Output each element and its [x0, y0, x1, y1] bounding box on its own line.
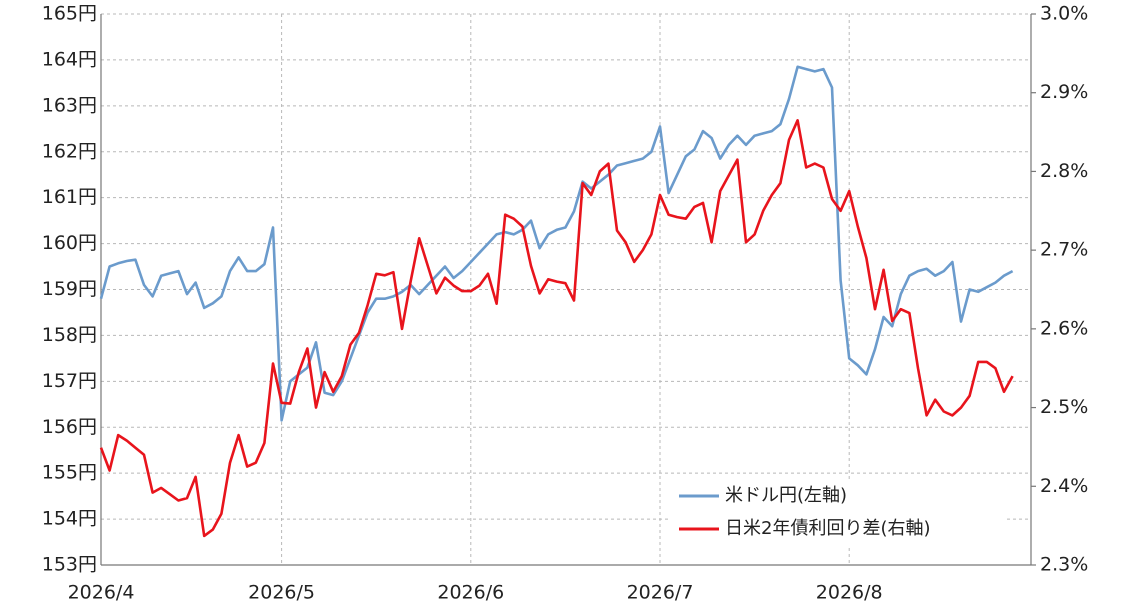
y-tick-label: 164円: [42, 48, 97, 70]
x-tick-label: 2026/6: [437, 582, 504, 604]
y2-tick-label: 2.6%: [1040, 317, 1088, 339]
legend: 米ドル円(左軸) 日米2年債利回り差(右軸): [671, 479, 1006, 547]
y-tick-label: 160円: [42, 232, 97, 254]
y2-tick-label: 2.9%: [1040, 81, 1088, 103]
y-tick-label: 163円: [42, 94, 97, 116]
x-tick-label: 2026/5: [248, 582, 315, 604]
y-tick-label: 155円: [42, 462, 97, 484]
y-tick-label: 159円: [42, 278, 97, 300]
y-tick-label: 154円: [42, 508, 97, 530]
y2-tick-label: 2.7%: [1040, 239, 1088, 261]
y2-tick-label: 2.8%: [1040, 160, 1088, 182]
y2-tick-label: 2.4%: [1040, 475, 1088, 497]
y2-tick-label: 3.0%: [1040, 3, 1088, 25]
y-tick-label: 161円: [42, 186, 97, 208]
legend-box: [671, 479, 1006, 547]
y2-tick-label: 2.5%: [1040, 396, 1088, 418]
legend-label: 日米2年債利回り差(右軸): [725, 518, 931, 539]
x-tick-label: 2026/8: [816, 582, 883, 604]
x-tick-label: 2026/7: [627, 582, 694, 604]
series-line: [99, 119, 1014, 538]
y-tick-label: 157円: [42, 370, 97, 392]
y-tick-label: 153円: [42, 554, 97, 576]
series-line: [99, 65, 1014, 422]
legend-label: 米ドル円(左軸): [725, 485, 847, 506]
y2-tick-label: 2.3%: [1040, 554, 1088, 576]
y-tick-label: 156円: [42, 416, 97, 438]
y-tick-label: 165円: [42, 3, 97, 25]
y-tick-label: 158円: [42, 324, 97, 346]
y-tick-label: 162円: [42, 140, 97, 162]
x-tick-label: 2026/4: [68, 582, 135, 604]
